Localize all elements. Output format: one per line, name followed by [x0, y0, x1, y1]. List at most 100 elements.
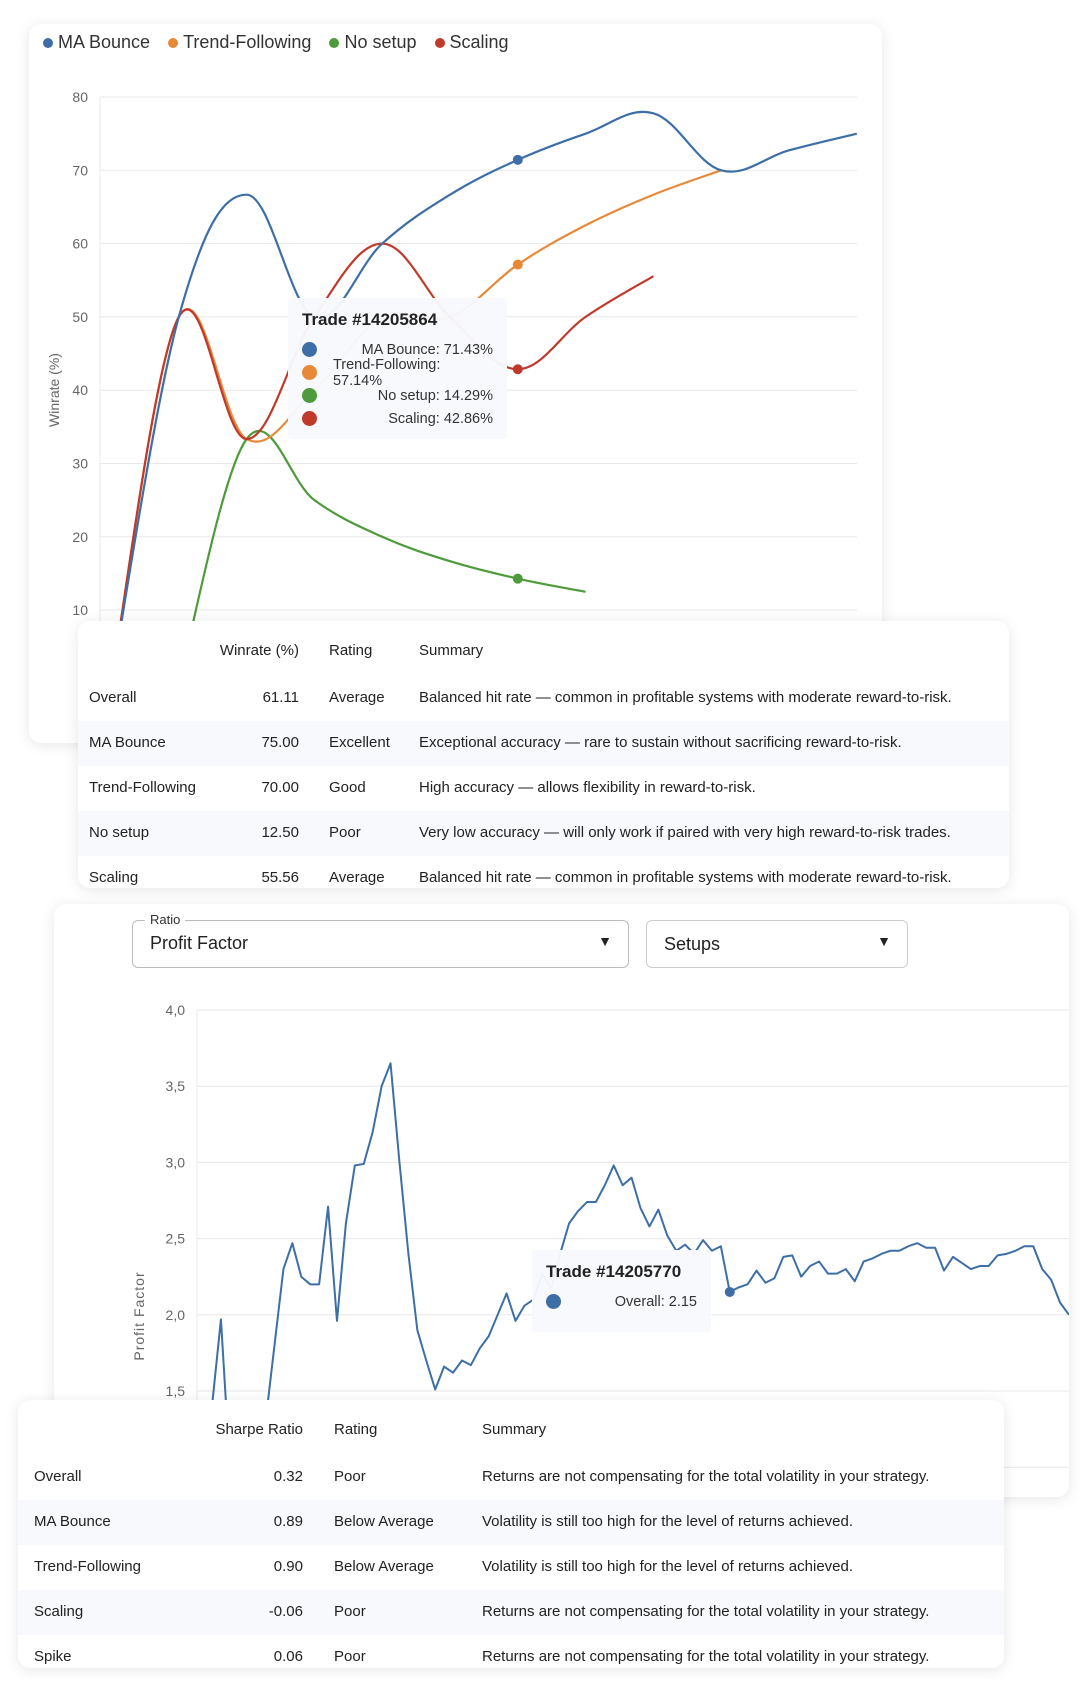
ratio-select[interactable]: Ratio Profit Factor ▼ [132, 912, 629, 968]
winrate-line-chart[interactable]: 10 20 30 40 50 60 70 80 Winrate (%) [29, 24, 882, 743]
y-tick-label: 2,0 [166, 1307, 186, 1323]
setup-cell: Scaling [34, 1603, 84, 1620]
table-row: Overall 0.32 Poor Returns are not compensat… [18, 1455, 1004, 1500]
legend-item-scaling[interactable]: Scaling [434, 32, 509, 53]
rating-cell: Poor [334, 1648, 366, 1665]
tooltip-value: Overall: 2.15 [614, 1293, 697, 1310]
y-tick-label: 10 [72, 602, 88, 618]
summary-cell: Balanced hit rate — common in profitable… [419, 689, 952, 706]
series-dot-icon [546, 1294, 561, 1309]
summary-cell: Very low accuracy — will only work if pa… [419, 824, 951, 841]
legend-dot-icon [329, 37, 340, 48]
summary-cell: Volatility is still too high for the lev… [482, 1558, 854, 1575]
rating-cell: Poor [334, 1468, 366, 1485]
rating-cell: Below Average [334, 1513, 434, 1530]
table-row: MA Bounce 0.89 Below Average Volatility is … [18, 1500, 1004, 1545]
setup-cell: No setup [89, 824, 150, 841]
tooltip-row: Trend-Following: 57.14% [302, 357, 493, 389]
series-line-no-setup [177, 429, 586, 684]
series-dot-icon [302, 365, 317, 380]
summary-cell: Returns are not compensating for the tot… [482, 1468, 930, 1485]
y-axis-title: Winrate (%) [46, 353, 62, 427]
summary-cell: Returns are not compensating for the tot… [482, 1603, 930, 1620]
rating-cell: Poor [329, 824, 361, 841]
rating-cell: Rating [329, 642, 373, 659]
summary-cell: Summary [482, 1421, 547, 1438]
series-dot-icon [302, 342, 317, 357]
sharpe-cell: 0.06 [273, 1648, 303, 1665]
y-tick-label: 4,0 [166, 1002, 186, 1018]
table-row: No setup 12.50 Poor Very low accuracy — wil… [78, 811, 1009, 856]
setup-cell: Trend-Following [34, 1558, 141, 1575]
summary-cell: Balanced hit rate — common in profitable… [419, 869, 952, 886]
tooltip-row: Overall: 2.15 [546, 1290, 697, 1313]
legend-item-ma-bounce[interactable]: MA Bounce [43, 32, 150, 53]
table-row: Trend-Following 70.00 Good High accuracy — … [78, 766, 1009, 811]
y-tick-label: 3,0 [166, 1154, 186, 1170]
y-tick-label: 40 [72, 382, 88, 398]
series-line-ma-bounce [109, 110, 858, 684]
tooltip-row: No setup: 14.29% [302, 384, 493, 407]
table-row: Overall 61.11 Average Balanced hit rate — c… [78, 676, 1009, 721]
sharpe-cell: 0.89 [273, 1513, 303, 1530]
rating-cell: Rating [334, 1421, 378, 1438]
legend-label: Trend-Following [183, 32, 312, 52]
tooltip-title: Trade #14205864 [302, 310, 438, 329]
series-dot-icon [302, 411, 317, 426]
summary-cell: Summary [419, 642, 484, 659]
ratio-select-value: Profit Factor [150, 933, 249, 953]
chevron-down-icon: ▼ [877, 933, 891, 949]
series-dot-icon [302, 388, 317, 403]
setup-cell: Overall [89, 689, 137, 706]
chevron-down-icon: ▼ [598, 933, 612, 949]
data-point [512, 259, 523, 270]
rating-cell: Below Average [334, 1558, 434, 1575]
legend-label: Scaling [449, 32, 509, 52]
series-line-scaling [109, 242, 654, 684]
ratio-select-label: Ratio [145, 912, 186, 927]
winrate-cell: Winrate (%) [219, 642, 299, 659]
tooltip-value: No setup: 14.29% [377, 387, 493, 404]
series-line-overall [211, 1062, 1069, 1468]
data-point [724, 1286, 735, 1297]
rating-cell: Good [329, 779, 366, 796]
sharpe-table: Sharpe Ratio Rating Summary Overall 0.32 Poor… [18, 1400, 1004, 1668]
group-select[interactable]: Setups ▼ [646, 920, 908, 968]
y-tick-label: 1,5 [166, 1383, 186, 1399]
winrate-cell: 12.50 [261, 824, 299, 841]
rating-cell: Average [329, 869, 385, 886]
y-tick-label: 70 [72, 162, 88, 178]
summary-cell: Exceptional accuracy — rare to sustain w… [419, 734, 902, 751]
table-header-row: Sharpe Ratio Rating Summary [18, 1408, 1004, 1453]
tooltip-row: Scaling: 42.86% [302, 407, 493, 430]
setup-cell: Trend-Following [89, 779, 196, 796]
sharpe-cell: Sharpe Ratio [215, 1421, 303, 1438]
summary-cell: Volatility is still too high for the lev… [482, 1513, 854, 1530]
table-row: MA Bounce 75.00 Excellent Exceptional accur… [78, 721, 1009, 766]
tooltip-value: Trend-Following: 57.14% [332, 356, 441, 389]
y-tick-label: 60 [72, 236, 88, 252]
y-tick-label: 20 [72, 529, 88, 545]
data-point [512, 364, 523, 375]
sharpe-cell: -0.06 [268, 1603, 303, 1620]
legend-dot-icon [168, 37, 179, 48]
table-row: Scaling -0.06 Poor Returns are not compensa… [18, 1590, 1004, 1635]
table-row: Spike 0.06 Poor Returns are not compensatin… [18, 1635, 1004, 1680]
setup-cell: MA Bounce [34, 1513, 111, 1530]
table-row: Scaling 55.56 Average Balanced hit rate — c… [78, 856, 1009, 901]
y-tick-label: 50 [72, 309, 88, 325]
winrate-cell: 70.00 [261, 779, 299, 796]
winrate-table: Winrate (%) Rating Summary Overall 61.11 Aver… [78, 621, 1009, 888]
legend-item-trend-following[interactable]: Trend-Following [168, 32, 311, 53]
data-point [512, 573, 523, 584]
chart-legend: MA Bounce Trend-Following No setup Scali… [43, 32, 509, 53]
setup-cell: Spike [34, 1648, 72, 1665]
tooltip-row: MA Bounce: 71.43% [302, 338, 493, 361]
summary-cell: Returns are not compensating for the tot… [482, 1648, 930, 1665]
y-tick-label: 3,5 [166, 1078, 186, 1094]
y-tick-label: 30 [72, 456, 88, 472]
table-row: Trend-Following 0.90 Below Average Volatili… [18, 1545, 1004, 1590]
group-select-value: Setups [664, 934, 721, 954]
ratio-chart-card: Ratio Profit Factor ▼ Setups ▼ 1,5 2,0 2,5… [54, 904, 1069, 1497]
legend-item-no-setup[interactable]: No setup [329, 32, 417, 53]
